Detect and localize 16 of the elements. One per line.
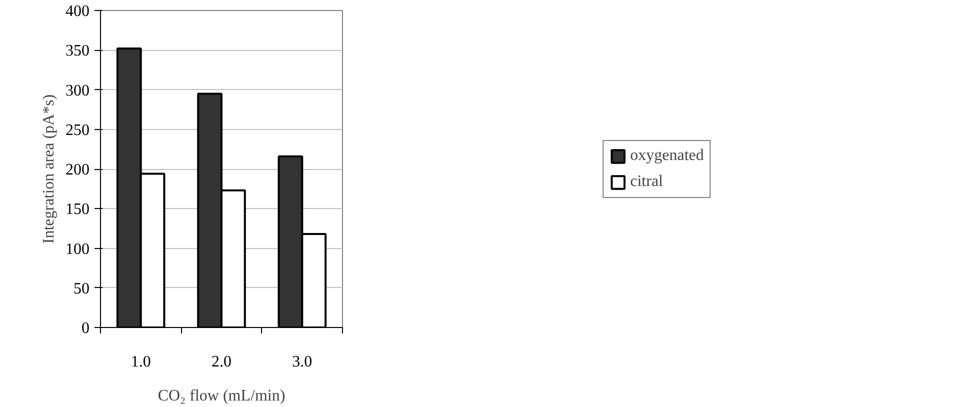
x-axis-title: CO₂ flow (mL/min) <box>158 388 286 404</box>
x-tick-label: 3.0 <box>292 354 312 370</box>
y-tick-label: 250 <box>66 122 90 139</box>
y-axis-title: Integration area (pA*s) <box>40 94 58 244</box>
y-tick-label: 350 <box>66 42 90 60</box>
y-tick-label: 50 <box>74 280 90 298</box>
y-tick-label: 150 <box>66 201 90 218</box>
x-tick-label: 1.0 <box>130 354 151 370</box>
x-tick-label: 2.0 <box>212 354 232 370</box>
y-tick-label: 100 <box>66 240 90 258</box>
y-tick-label: 200 <box>66 162 90 178</box>
y-tick-label: 0 <box>82 320 90 337</box>
y-tick-label: 300 <box>66 82 90 100</box>
legend-label: citral <box>630 172 663 190</box>
y-tick-label: 400 <box>66 3 90 20</box>
legend-label: oxygenated <box>630 146 704 164</box>
